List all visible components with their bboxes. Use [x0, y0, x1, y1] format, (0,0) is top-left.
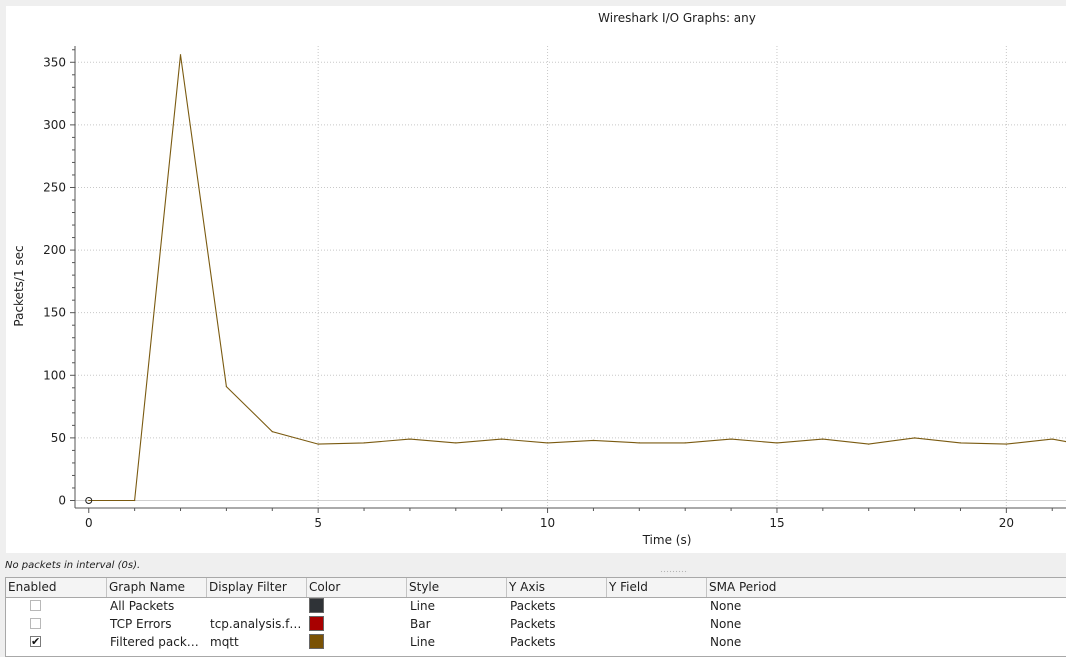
table-row[interactable]: TCP Errors tcp.analysis.f… Bar Packets None — [6, 615, 1066, 633]
style-cell[interactable]: Line — [410, 599, 436, 613]
header-display-filter[interactable]: Display Filter — [207, 578, 307, 597]
sma-period-cell[interactable]: None — [710, 635, 742, 649]
x-tick-label: 5 — [314, 516, 322, 530]
y-field-cell[interactable] — [607, 615, 707, 633]
data-point — [638, 442, 640, 444]
data-point — [822, 438, 824, 440]
data-point — [959, 442, 962, 444]
style-cell[interactable]: Bar — [410, 617, 431, 631]
series-line-filtered-packets — [88, 54, 1066, 502]
x-tick-label: 0 — [85, 516, 93, 530]
color-swatch[interactable] — [309, 634, 324, 649]
y-tick-label: 150 — [43, 306, 66, 320]
enabled-checkbox[interactable]: ✔ — [30, 635, 41, 648]
header-sma-period[interactable]: SMA Period — [709, 580, 777, 594]
data-point — [225, 385, 228, 388]
y-axis-cell[interactable]: Packets — [510, 599, 556, 613]
tracer-marker — [85, 496, 93, 504]
data-point — [730, 438, 732, 440]
table-row[interactable]: All Packets Line Packets None — [6, 597, 1066, 615]
sma-period-cell[interactable]: None — [710, 599, 742, 613]
header-y-field[interactable]: Y Field — [607, 578, 707, 597]
data-point — [913, 437, 916, 439]
display-filter-cell[interactable]: tcp.analysis.f… — [210, 617, 302, 631]
data-point — [409, 438, 411, 440]
table-row[interactable]: ✔ Filtered pack… mqtt Line Packets None — [6, 633, 1066, 651]
color-swatch[interactable] — [309, 616, 324, 631]
x-axis-label: Time (s) — [642, 533, 692, 547]
style-cell[interactable]: Line — [410, 635, 436, 649]
data-point — [1005, 443, 1007, 445]
enabled-checkbox[interactable] — [30, 618, 41, 629]
y-tick-label: 200 — [43, 243, 66, 257]
y-tick-label: 100 — [43, 368, 66, 382]
header-color[interactable]: Color — [307, 578, 407, 597]
header-y-axis[interactable]: Y Axis — [507, 578, 607, 597]
header-enabled[interactable]: Enabled — [6, 578, 107, 597]
data-point — [179, 54, 182, 56]
table-header: Enabled Graph Name Display Filter Color … — [6, 578, 1066, 598]
y-tick-label: 50 — [51, 431, 66, 445]
y-tick-label: 300 — [43, 118, 66, 132]
graph-name-cell[interactable]: All Packets — [110, 599, 175, 613]
graph-name-cell[interactable]: TCP Errors — [110, 617, 172, 631]
data-point — [684, 442, 686, 444]
data-point — [592, 439, 595, 441]
color-swatch[interactable] — [309, 598, 324, 613]
y-axis-label: Packets/1 sec — [12, 245, 26, 326]
y-axis-cell[interactable]: Packets — [510, 617, 556, 631]
data-point — [134, 499, 136, 502]
display-filter-cell[interactable]: mqtt — [210, 635, 239, 649]
x-tick-label: 10 — [540, 516, 555, 530]
display-filter-cell[interactable] — [207, 597, 307, 615]
data-point — [455, 442, 457, 444]
y-field-cell[interactable] — [607, 633, 707, 651]
x-tick-label: 20 — [999, 516, 1014, 530]
io-graph-plot[interactable]: Wireshark I/O Graphs: any 0 5 10 15 20 0 50 100… — [6, 6, 1066, 553]
graph-table: Enabled Graph Name Display Filter Color … — [5, 577, 1066, 657]
data-point — [501, 438, 503, 440]
data-point — [546, 442, 549, 444]
x-tick-label: 15 — [769, 516, 784, 530]
io-graph-chart[interactable]: Wireshark I/O Graphs: any 0 5 10 15 20050100… — [6, 6, 1066, 553]
y-tick-label: 250 — [43, 180, 66, 194]
splitter-handle[interactable] — [660, 570, 688, 574]
y-tick-label: 350 — [43, 55, 66, 69]
data-point — [271, 431, 273, 433]
data-point — [363, 442, 365, 444]
y-axis-cell[interactable]: Packets — [510, 635, 556, 649]
enabled-checkbox[interactable] — [30, 600, 41, 611]
chart-title: Wireshark I/O Graphs: any — [598, 11, 756, 25]
data-point — [776, 442, 778, 444]
data-point — [317, 443, 319, 445]
data-point — [1051, 438, 1053, 440]
header-style[interactable]: Style — [407, 578, 507, 597]
header-graph-name[interactable]: Graph Name — [107, 578, 207, 597]
status-text: No packets in interval (0s). — [5, 560, 141, 571]
y-field-cell[interactable] — [607, 597, 707, 615]
graph-name-cell[interactable]: Filtered pack… — [110, 635, 199, 649]
y-tick-label: 0 — [58, 493, 66, 507]
data-point — [88, 499, 90, 502]
sma-period-cell[interactable]: None — [710, 617, 742, 631]
data-point — [868, 443, 870, 445]
